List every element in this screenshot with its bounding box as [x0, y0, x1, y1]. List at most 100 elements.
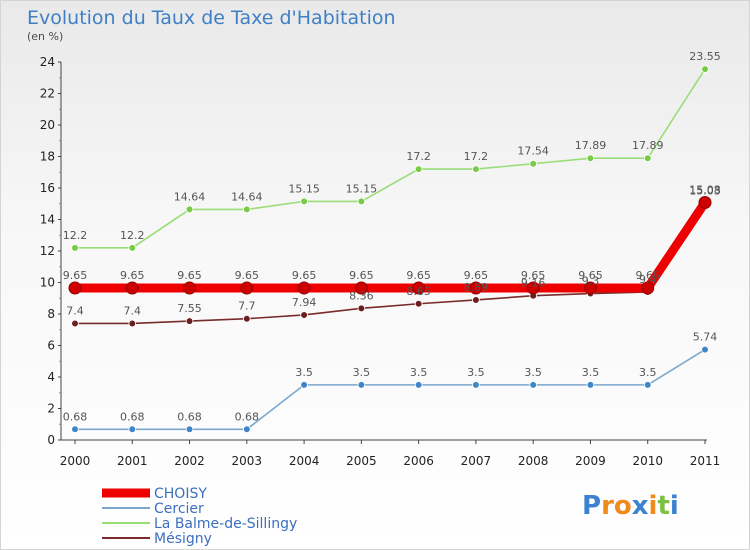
data-label: 9.65: [464, 269, 489, 282]
data-label: 9.4: [639, 273, 657, 286]
data-label: 9.65: [177, 269, 202, 282]
y-tick-label: 2: [47, 402, 55, 416]
data-point: [586, 381, 595, 389]
data-point: [243, 425, 251, 434]
proxiti-logo: Proxiti: [582, 491, 679, 521]
logo-letter: P: [582, 491, 601, 521]
data-label: 0.68: [63, 410, 88, 423]
logo-letter: t: [657, 491, 669, 521]
y-tick-label: 20: [40, 118, 55, 132]
data-label: 15.15: [288, 182, 320, 195]
data-point: [183, 281, 197, 295]
data-label: 3.5: [582, 366, 600, 379]
data-label: 3.5: [295, 366, 313, 379]
data-point: [68, 281, 82, 295]
data-label: 8.65: [406, 285, 431, 298]
y-tick-label: 22: [40, 87, 55, 101]
data-point: [526, 281, 540, 295]
data-label: 9.3: [582, 275, 600, 288]
data-label: 17.2: [406, 150, 431, 163]
data-point: [128, 425, 137, 434]
data-label: 9.65: [521, 269, 546, 282]
data-label: 12.2: [120, 229, 145, 242]
x-tick-label: 2005: [346, 454, 377, 468]
data-point: [71, 244, 79, 252]
data-point: [414, 165, 423, 173]
x-tick-label: 2007: [461, 454, 492, 468]
logo-letter: i: [670, 491, 679, 521]
data-point: [297, 281, 311, 295]
series-line-la-balme-de-sillingy: [74, 68, 706, 249]
data-label: 9.65: [235, 269, 260, 282]
logo-letter: r: [601, 491, 614, 521]
data-label: 3.5: [524, 366, 542, 379]
data-label: 9.65: [406, 269, 431, 282]
data-point: [586, 154, 595, 163]
data-point: [583, 281, 597, 295]
data-label: 14.64: [231, 190, 263, 203]
data-point: [300, 311, 308, 319]
y-tick-label: 6: [47, 339, 55, 353]
data-label: 8.89: [464, 281, 489, 294]
data-label: 17.89: [575, 139, 607, 152]
y-tick-label: 14: [40, 213, 55, 227]
data-label: 15.03: [689, 184, 721, 197]
logo-letter: x: [632, 491, 649, 521]
data-point: [469, 281, 483, 295]
x-tick-label: 2006: [403, 454, 434, 468]
data-label: 3.5: [467, 366, 485, 379]
x-tick-label: 2010: [632, 454, 663, 468]
x-tick-label: 2008: [518, 454, 549, 468]
data-label: 17.54: [517, 145, 549, 158]
x-tick-label: 2009: [575, 454, 606, 468]
data-point: [357, 197, 366, 206]
data-point: [701, 65, 709, 73]
data-label: 3.5: [353, 366, 371, 379]
series-line-choisy: [70, 197, 710, 293]
data-label: 9.65: [635, 269, 660, 282]
y-tick-label: 8: [47, 307, 55, 321]
data-label: 14.64: [174, 190, 206, 203]
data-label: 15.15: [346, 182, 378, 195]
data-label: 7.7: [238, 300, 256, 313]
data-point: [185, 425, 194, 434]
data-label: 7.55: [177, 302, 202, 315]
data-point: [128, 319, 137, 328]
x-tick-label: 2011: [690, 454, 721, 468]
data-labels: 9.65 9.65 9.65 9.65 9.65 9.65 9.65 9.65 9.65 9.65…: [63, 50, 721, 423]
y-tick-label: 10: [40, 276, 55, 290]
legend-label: Cercier: [154, 501, 204, 517]
data-point: [472, 296, 480, 304]
data-label: 8.36: [349, 289, 374, 302]
y-tick-label: 4: [47, 370, 55, 384]
data-label: 3.5: [410, 366, 428, 379]
data-point: [643, 381, 652, 389]
chart-title: Evolution du Taux de Taxe d'Habitation: [27, 7, 396, 29]
data-label: 9.65: [120, 269, 145, 282]
data-label: 17.89: [632, 139, 664, 152]
data-label: 9.65: [292, 269, 317, 282]
data-label: 5.74: [693, 331, 718, 344]
series-line-cercier: [74, 348, 706, 431]
data-point: [243, 314, 251, 323]
data-label: 0.68: [235, 410, 260, 423]
legend-label: Mésigny: [154, 531, 212, 547]
data-label: 3.5: [639, 366, 657, 379]
chart-subtitle: (en %): [27, 30, 63, 43]
series-line-m-signy: [74, 202, 706, 325]
y-tick-label: 0: [47, 433, 55, 447]
data-point: [414, 299, 423, 308]
legend-label: CHOISY: [154, 486, 207, 502]
data-label: 0.68: [120, 410, 145, 423]
x-tick-label: 2003: [232, 454, 263, 468]
data-label: 9.65: [63, 269, 88, 282]
data-label: 23.55: [689, 50, 721, 63]
data-point: [128, 244, 137, 252]
data-point: [71, 319, 79, 328]
data-point: [641, 281, 655, 295]
data-point: [414, 381, 423, 389]
data-point: [472, 381, 480, 389]
